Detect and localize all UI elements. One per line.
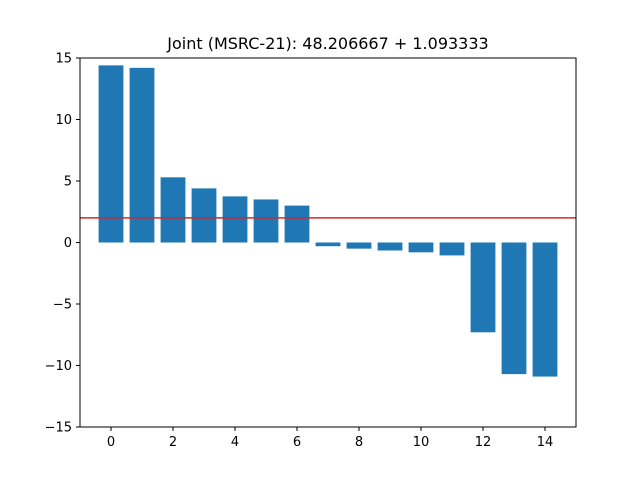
- bar-12: [470, 242, 496, 333]
- bar-4: [222, 196, 248, 243]
- bars-group: [98, 65, 558, 377]
- bar-2: [160, 177, 186, 243]
- bar-9: [377, 242, 403, 251]
- bar-13: [501, 242, 527, 375]
- x-tick-label: 12: [475, 435, 492, 450]
- bar-6: [284, 205, 310, 243]
- x-tick-label: 6: [293, 435, 301, 450]
- bar-3: [191, 188, 217, 243]
- x-tick-label: 8: [355, 435, 363, 450]
- chart-title: Joint (MSRC-21): 48.206667 + 1.093333: [166, 34, 488, 53]
- x-tick-label: 10: [413, 435, 430, 450]
- x-tick-label: 0: [107, 435, 115, 450]
- bar-5: [253, 199, 279, 243]
- y-tick-label: −5: [53, 298, 72, 313]
- bar-0: [98, 65, 124, 243]
- y-tick-label: 5: [64, 175, 72, 190]
- bar-10: [408, 242, 434, 253]
- bar-1: [129, 67, 155, 243]
- x-tick-label: 4: [231, 435, 239, 450]
- bar-11: [439, 242, 465, 256]
- y-tick-label: −15: [45, 421, 72, 436]
- y-tick-label: 0: [64, 236, 72, 251]
- bar-8: [346, 242, 372, 249]
- bar-7: [315, 242, 341, 247]
- x-tick-label: 2: [169, 435, 177, 450]
- y-tick-label: −10: [45, 359, 72, 374]
- y-tick-label: 10: [55, 113, 72, 128]
- bar-14: [532, 242, 558, 377]
- y-tick-label: 15: [55, 52, 72, 67]
- x-tick-label: 14: [537, 435, 554, 450]
- axes-group: 0 2 4 6 8 10 12 14 −15 −10 −5 0 5 10 15: [45, 52, 577, 450]
